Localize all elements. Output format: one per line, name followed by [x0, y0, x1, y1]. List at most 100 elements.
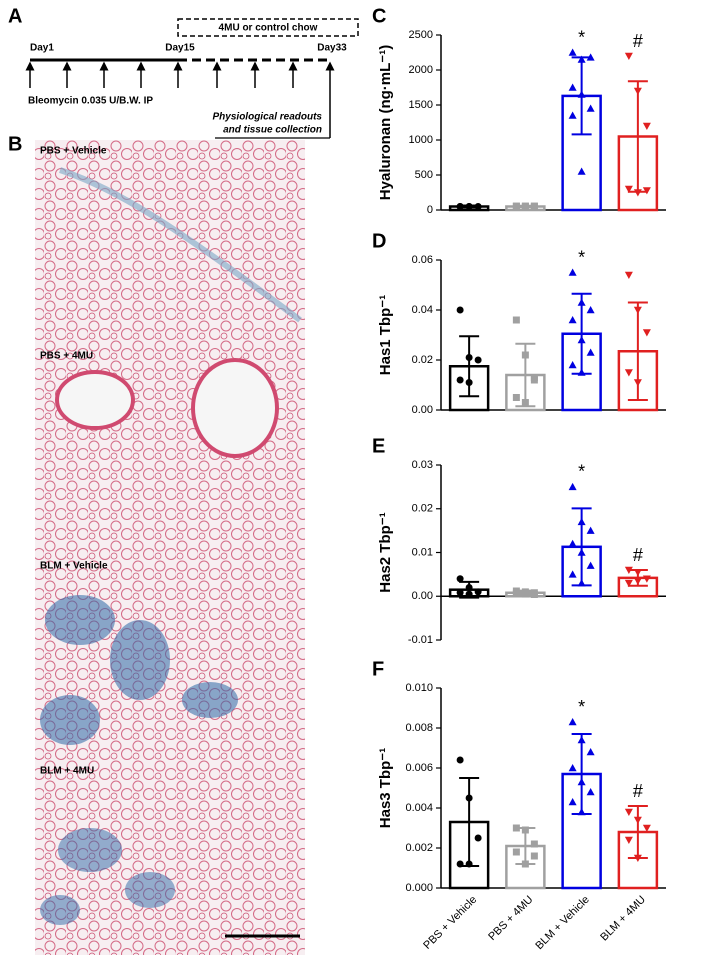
image-label: PBS + Vehicle [40, 146, 107, 157]
annotation: * [578, 462, 585, 482]
data-point [577, 808, 586, 816]
data-point [624, 271, 633, 279]
data-point [633, 87, 642, 95]
data-point [577, 167, 586, 175]
data-point [474, 203, 482, 210]
data-point [577, 90, 586, 98]
data-point [577, 736, 586, 744]
data-point [512, 824, 520, 832]
annotation: * [578, 27, 585, 47]
data-point [577, 55, 586, 63]
data-point [512, 848, 520, 856]
y-tick-label: 0.008 [405, 722, 433, 734]
data-point [568, 316, 577, 324]
data-point [642, 575, 651, 583]
panel-a: A 4MU or control chow Day1 Day15 Day33 B… [8, 5, 359, 139]
y-tick-label: -0.01 [408, 634, 433, 646]
day-label: Day1 [30, 43, 54, 54]
panel-label: E [372, 435, 385, 457]
data-point [624, 566, 633, 574]
data-point [586, 306, 595, 314]
data-point [568, 48, 577, 56]
data-point [642, 329, 651, 337]
data-point [568, 798, 577, 806]
panel-label: A [8, 5, 22, 27]
readout: Physiological readouts [213, 112, 323, 123]
y-tick-label: 0.03 [412, 459, 433, 471]
image-label: BLM + Vehicle [40, 561, 108, 572]
y-tick-label: 0.004 [405, 802, 433, 814]
data-point [456, 589, 464, 597]
y-axis-label: Has3 Tbp⁻¹ [377, 748, 394, 828]
fibrosis [40, 828, 175, 925]
image-label: BLM + 4MU [40, 766, 94, 777]
y-tick-label: 2000 [409, 64, 433, 76]
annotation: # [633, 781, 643, 801]
panel-label: F [372, 658, 384, 680]
data-point [624, 369, 633, 377]
data-point [633, 189, 642, 197]
panel-label: C [372, 5, 386, 27]
data-point [456, 376, 464, 384]
data-point [568, 718, 577, 726]
fibrosis [40, 595, 238, 745]
data-point [642, 122, 651, 130]
data-point [465, 584, 473, 591]
data-point [568, 764, 577, 772]
data-point [568, 268, 577, 276]
data-point [521, 351, 529, 359]
chow-text: 4MU or control chow [219, 23, 318, 34]
data-point [586, 748, 595, 756]
y-tick-label: 0.006 [405, 762, 433, 774]
data-point [456, 860, 464, 868]
arrows [25, 61, 335, 139]
day-label: Day33 [317, 43, 347, 54]
histology-image [35, 140, 305, 345]
y-tick-label: 0.00 [412, 590, 433, 602]
panel-label: D [372, 230, 386, 252]
tissue [59, 167, 302, 323]
data-point [633, 568, 642, 577]
image-label: PBS + 4MU [40, 351, 93, 362]
y-tick-label: 0.06 [412, 254, 433, 266]
data-point [530, 374, 538, 381]
data-point [521, 860, 529, 868]
data-point [456, 756, 464, 764]
data-point [577, 517, 586, 526]
data-point [456, 575, 464, 583]
data-point [586, 348, 595, 356]
data-point [577, 336, 586, 344]
data-point [633, 306, 642, 314]
data-point [465, 379, 473, 386]
y-tick-label: 0.02 [412, 354, 433, 366]
data-point [642, 824, 651, 832]
data-point [568, 83, 577, 91]
data-point [577, 778, 586, 786]
data-point [530, 202, 538, 210]
data-point [521, 202, 529, 210]
data-point [624, 579, 633, 588]
data-point [568, 111, 577, 119]
annotation: # [633, 545, 643, 565]
data-point [474, 834, 482, 842]
data-point [521, 590, 529, 598]
data-point [568, 570, 577, 578]
data-point [521, 826, 529, 834]
tissue [191, 358, 279, 458]
data-point [512, 316, 520, 324]
y-tick-label: 0.000 [405, 882, 433, 894]
data-point [624, 52, 633, 60]
data-point [521, 399, 529, 406]
data-point [456, 306, 464, 314]
data-point [474, 356, 482, 364]
y-axis-label: Hyaluronan (ng·mL⁻¹) [377, 45, 394, 200]
x-tick-label: BLM + 4MU [598, 894, 648, 944]
x-tick-label: PBS + 4MU [486, 894, 535, 943]
x-tick-label: BLM + Vehicle [533, 894, 591, 952]
data-point [568, 482, 577, 491]
y-tick-label: 0.002 [405, 842, 433, 854]
data-point [586, 526, 595, 534]
data-point [633, 816, 642, 824]
data-point [456, 203, 464, 210]
